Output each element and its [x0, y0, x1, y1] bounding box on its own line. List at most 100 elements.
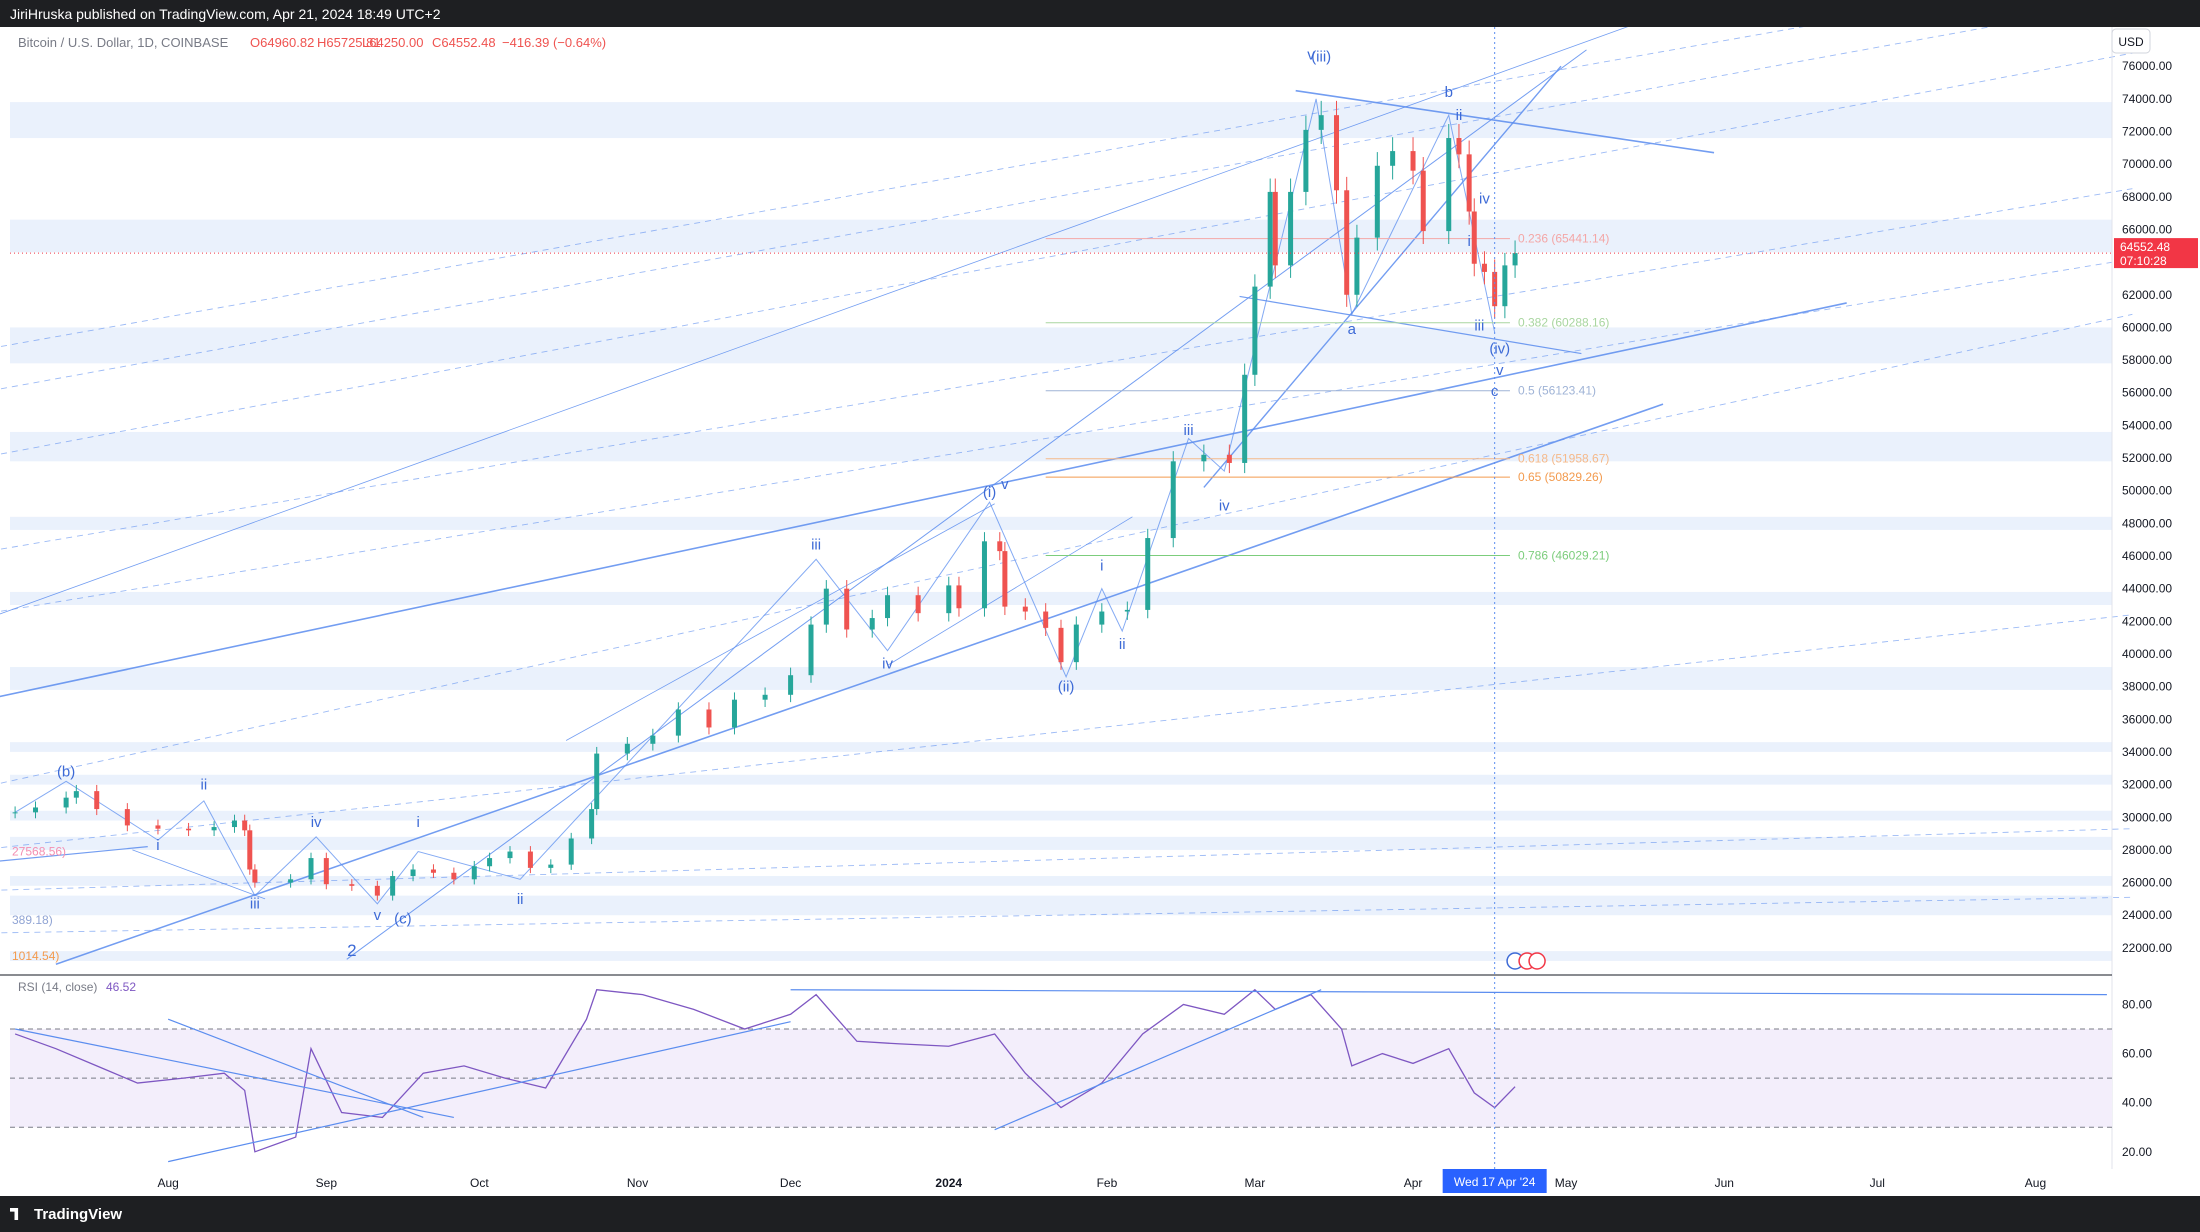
publisher-bar: JiriHruska published on TradingView.com,… — [0, 0, 2200, 27]
fib-level-label: 0.236 (65441.14) — [1518, 232, 1609, 246]
tradingview-logo-icon — [10, 1208, 19, 1220]
rsi-tick-label: 20.00 — [2122, 1145, 2152, 1159]
price-tick-label: 50000.00 — [2122, 484, 2172, 498]
time-tick-label: 2024 — [935, 1176, 962, 1190]
candle-body — [1410, 151, 1416, 171]
wave-label: iv — [1219, 497, 1230, 514]
wave-label: c — [1491, 383, 1499, 400]
wave-label: ii — [1119, 636, 1126, 653]
price-chart[interactable]: 0.236 (65441.14) 0.382 (60288.16) 0.5 (561… — [0, 27, 2200, 1196]
candle-body — [997, 541, 1003, 552]
wave-label: v — [1496, 362, 1504, 379]
sr-zone — [10, 102, 2112, 139]
candle-body — [1252, 286, 1258, 375]
candle-body — [548, 864, 554, 868]
calendar-event-icon — [1528, 952, 1546, 970]
sr-zone — [10, 951, 2112, 961]
wave-label: (iv) — [1489, 341, 1510, 358]
currency-button[interactable] — [2111, 28, 2151, 54]
price-tick-label: 22000.00 — [2122, 941, 2172, 955]
time-axis[interactable]: Aug Sep Oct Nov Dec 2024 Feb Mar Apr May Jun Jul Aug… — [157, 1169, 2046, 1193]
price-tick-label: 36000.00 — [2122, 712, 2172, 726]
sr-zone — [10, 836, 2112, 850]
sr-zone — [10, 591, 2112, 605]
candle-body — [1502, 265, 1508, 307]
candle-body — [451, 872, 457, 880]
wave-label: ii — [201, 776, 208, 793]
candle-body — [1099, 611, 1105, 625]
candle-body — [1043, 611, 1049, 628]
trend-line — [1203, 65, 1562, 488]
time-tick-label: Mar — [1245, 1176, 1266, 1190]
tradingview-logo[interactable]: TradingView — [10, 1206, 122, 1223]
wave-label: a — [1348, 321, 1357, 338]
crosshair-date-label: Wed 17 Apr '24 — [1454, 1175, 1536, 1189]
time-tick-label: Aug — [2025, 1176, 2046, 1190]
candle-body — [1318, 115, 1324, 130]
currency-label: USD — [2118, 35, 2144, 49]
candle-body — [1446, 138, 1452, 232]
candle-body — [915, 595, 921, 614]
rsi-band — [10, 1029, 2112, 1128]
candle-body — [788, 675, 794, 695]
candle-body — [487, 858, 493, 867]
ohlc-change: −416.39 (−0.64%) — [502, 35, 606, 50]
wave-label: ii — [517, 891, 524, 908]
trend-line — [132, 849, 266, 900]
wave-label: v — [374, 907, 382, 924]
rsi-trend-line — [168, 1021, 791, 1163]
dashed-trend-line — [0, 896, 2133, 934]
candle-body — [124, 809, 130, 826]
candle-body — [1471, 211, 1477, 264]
price-tick-label: 72000.00 — [2122, 124, 2172, 138]
wave-label: (c) — [394, 910, 412, 927]
ohlc-open: O64960.82 — [250, 35, 314, 50]
rsi-tick-label: 80.00 — [2122, 997, 2152, 1011]
candle-body — [527, 851, 533, 868]
dashed-trend-line — [0, 27, 1992, 390]
candle-body — [1374, 165, 1380, 238]
candle-body — [211, 827, 217, 831]
candle-body — [73, 791, 79, 798]
candle-body — [808, 624, 814, 676]
wave-label: v — [1307, 47, 1315, 64]
price-tick-label: 24000.00 — [2122, 908, 2172, 922]
candle-body — [349, 884, 355, 886]
candle-body — [471, 866, 477, 880]
rsi-value: 46.52 — [106, 980, 136, 994]
price-tick-label: 52000.00 — [2122, 451, 2172, 465]
candle-body — [731, 699, 737, 728]
candle-body — [410, 869, 416, 877]
wave-label: (iii) — [1311, 48, 1331, 65]
fib-level-label: 0.5 (56123.41) — [1518, 384, 1596, 398]
candle-body — [1242, 374, 1248, 463]
dashed-trend-line — [0, 52, 2133, 455]
fib-level-label: 0.618 (51958.67) — [1518, 452, 1609, 466]
sr-zone — [10, 516, 2112, 530]
candle-body — [63, 797, 69, 808]
candle-body — [374, 885, 380, 896]
chart-overlay: Bitcoin / U.S. Dollar, 1D, COINBASE O649… — [18, 27, 2151, 1169]
candle-body — [589, 809, 595, 839]
price-tag-countdown: 07:10:28 — [2120, 254, 2167, 268]
fib-edge-label: 27568.56) — [12, 845, 66, 859]
sr-zone — [10, 774, 2112, 785]
price-tick-label: 66000.00 — [2122, 222, 2172, 236]
price-tick-label: 46000.00 — [2122, 549, 2172, 563]
candle-body — [1145, 538, 1151, 610]
wave-path — [14, 98, 1496, 905]
ohlc-low: L64250.00 — [362, 35, 423, 50]
candle-body — [1267, 191, 1273, 287]
rsi-pane[interactable]: 20.00 40.00 60.00 80.00 RSI (14, close) 46.52 — [0, 974, 2152, 1163]
candle-body — [247, 830, 253, 870]
trend-line — [55, 403, 1664, 965]
dashed-trend-line — [0, 828, 2133, 891]
price-tick-label: 70000.00 — [2122, 157, 2172, 171]
candle-body — [706, 709, 712, 728]
candle-body — [231, 820, 237, 828]
price-tick-label: 42000.00 — [2122, 614, 2172, 628]
trend-line — [887, 516, 1133, 666]
dashed-trend-line — [0, 614, 2133, 849]
price-tick-label: 38000.00 — [2122, 680, 2172, 694]
price-axis[interactable]: 22000.00 24000.00 26000.00 28000.00 30000.00… — [2111, 27, 2198, 1169]
